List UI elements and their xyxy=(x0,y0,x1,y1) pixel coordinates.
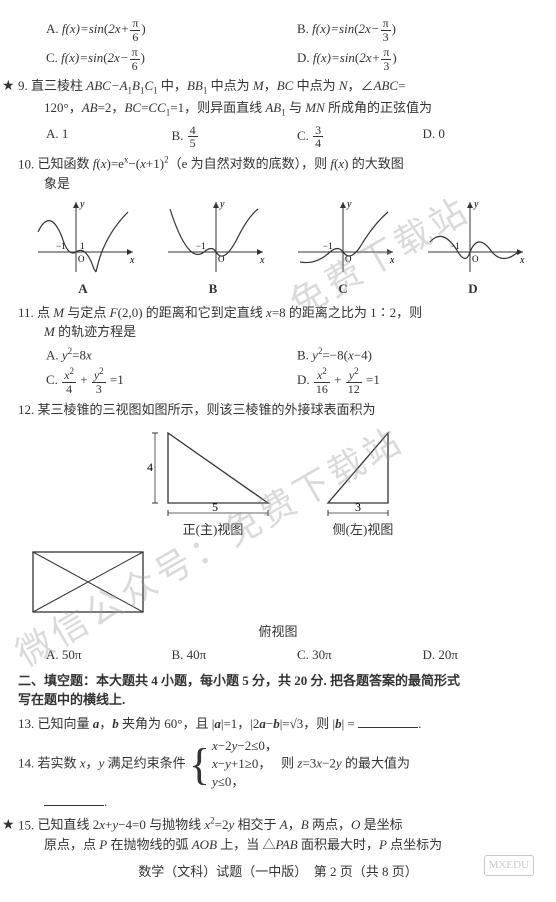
q12-option-b: B. 40π xyxy=(172,645,288,665)
q9-option-a: A. 1 xyxy=(46,124,162,150)
svg-text:−1: −1 xyxy=(196,241,206,251)
q12-side-view: 3 侧(左)视图 xyxy=(313,425,413,540)
q11-text2: M 的轨迹方程是 xyxy=(44,322,538,342)
star-icon: ★ xyxy=(2,815,15,836)
q12: 12. 某三棱锥的三视图如图所示，则该三棱锥的外接球表面积为 xyxy=(18,400,538,420)
q10-num: 10. xyxy=(18,156,34,171)
q14-text-a: 若实数 x，y 满足约束条件 xyxy=(38,755,186,770)
dim-w2: 3 xyxy=(355,500,361,514)
q11: 11. 点 M 与定点 F(2,0) 的距离和它到定直线 x=8 的距离之比为 … xyxy=(18,303,538,396)
svg-text:−1: −1 xyxy=(323,241,333,251)
q9-num: 9. xyxy=(18,78,28,93)
q10-graph-d: x y −1 O D xyxy=(418,197,528,299)
q14-text-b: 则 z=3x−2y 的最大值为 xyxy=(281,755,410,770)
q10-label-d: D xyxy=(418,279,528,299)
sys-line1: x−2y−2≤0， xyxy=(212,738,278,753)
svg-text:x: x xyxy=(389,255,395,266)
star-icon: ★ xyxy=(2,76,15,97)
section2-heading: 二、填空题：本大题共 4 小题，每小题 5 分，共 20 分. 把各题答案的最简… xyxy=(18,671,538,710)
q12-views-row: 4 5 正(主)视图 3 侧(左)视图 xyxy=(18,425,538,540)
q11-num: 11. xyxy=(18,305,34,320)
blank-q13 xyxy=(358,714,418,728)
q11-options-row1: A. y2=8x B. y2=−8(x−4) xyxy=(46,345,538,365)
page-footer: 数学（文科）试题（一中版） 第 2 页（共 8 页） xyxy=(18,862,538,882)
svg-text:x: x xyxy=(129,255,135,266)
q12-option-a: A. 50π xyxy=(46,645,162,665)
dim-h: 4 xyxy=(147,460,153,474)
q9-option-d: D. 0 xyxy=(423,124,539,150)
q8-options-row1: A. f(x)=sin(2x+π6) B. f(x)=sin(2x−π3) xyxy=(46,17,538,43)
q15-text2: 原点，点 P 在抛物线的弧 AOB 上，当 △PAB 面积最大时，P 点坐标为 xyxy=(44,835,538,855)
sys-line3: y≤0， xyxy=(212,774,244,789)
q10-text2: 象是 xyxy=(44,174,538,194)
q9-options: A. 1 B. 45 C. 34 D. 0 xyxy=(46,124,538,150)
q8-options-row2: C. f(x)=sin(2x−π6) D. f(x)=sin(2x+π3) xyxy=(46,46,538,72)
svg-text:x: x xyxy=(259,255,265,266)
svg-text:y: y xyxy=(346,199,352,210)
q15: ★ 15. 已知直线 2x+y−4=0 与抛物线 x2=2y 相交于 A，B 两… xyxy=(18,815,538,854)
q14-system: { x−2y−2≤0， x−y+1≥0， y≤0， xyxy=(189,737,278,792)
q15-text1: 已知直线 2x+y−4=0 与抛物线 x2=2y 相交于 A，B 两点，O 是坐… xyxy=(38,817,403,832)
q12-top-view: 俯视图 xyxy=(18,544,538,642)
q13-num: 13. xyxy=(18,716,34,731)
q11-option-d: D. x216 + y212 =1 xyxy=(297,367,538,395)
q12-side-caption: 侧(左)视图 xyxy=(313,520,413,540)
q10-graph-b: x y −1 O B xyxy=(158,197,268,299)
q10-graph-c: x y −1 O C xyxy=(288,197,398,299)
q10-label-b: B xyxy=(158,279,268,299)
q12-options: A. 50π B. 40π C. 30π D. 20π xyxy=(46,645,538,665)
q14: 14. 若实数 x，y 满足约束条件 { x−2y−2≤0， x−y+1≥0， … xyxy=(18,737,538,811)
q9-option-c: C. 34 xyxy=(297,124,413,150)
sys-line2: x−y+1≥0， xyxy=(212,756,271,771)
q14-blank-line: . xyxy=(44,792,538,812)
svg-text:y: y xyxy=(79,199,85,210)
q8-option-d: D. f(x)=sin(2x+π3) xyxy=(297,46,538,72)
q10-graphs: x y −1 O 1 A x y −1 O B x xyxy=(18,197,538,299)
q12-option-c: C. 30π xyxy=(297,645,413,665)
q11-options-row2: C. x24 + y23 =1 D. x216 + y212 =1 xyxy=(46,367,538,395)
q10-label-a: A xyxy=(28,279,138,299)
blank-q14 xyxy=(44,792,104,806)
q11-text1: 点 M 与定点 F(2,0) 的距离和它到定直线 x=8 的距离之比为 1∶2，… xyxy=(37,305,422,320)
dim-w1: 5 xyxy=(212,500,218,514)
q12-num: 12. xyxy=(18,402,34,417)
q13: 13. 已知向量 a，b 夹角为 60°，且 |a|=1，|2a−b|=√3，则… xyxy=(18,714,538,734)
q8-option-a: A. f(x)=sin(2x+π6) xyxy=(46,17,287,43)
svg-text:y: y xyxy=(219,199,225,210)
q13-text: 已知向量 a，b 夹角为 60°，且 |a|=1，|2a−b|=√3，则 |b|… xyxy=(38,716,359,731)
q11-option-c: C. x24 + y23 =1 xyxy=(46,367,287,395)
svg-text:1: 1 xyxy=(80,241,85,251)
q8-option-b: B. f(x)=sin(2x−π3) xyxy=(297,17,538,43)
q10-text1: 已知函数 f(x)=ex−(x+1)2（e 为自然对数的底数），则 f(x) 的… xyxy=(38,156,404,171)
q14-num: 14. xyxy=(18,755,34,770)
q10: 10. 已知函数 f(x)=ex−(x+1)2（e 为自然对数的底数），则 f(… xyxy=(18,154,538,193)
q12-top-caption: 俯视图 xyxy=(18,622,538,642)
svg-text:y: y xyxy=(473,199,479,210)
q15-num: 15. xyxy=(18,817,34,832)
q8-option-c: C. f(x)=sin(2x−π6) xyxy=(46,46,287,72)
svg-text:O: O xyxy=(78,254,85,264)
q12-front-view: 4 5 正(主)视图 xyxy=(143,425,283,540)
q12-front-caption: 正(主)视图 xyxy=(143,520,283,540)
q12-option-d: D. 20π xyxy=(423,645,539,665)
q9-text1: 直三棱柱 ABC−A1B1C1 中，BB1 中点为 M，BC 中点为 N，∠AB… xyxy=(31,78,405,93)
svg-text:O: O xyxy=(472,254,479,264)
svg-text:x: x xyxy=(519,255,525,266)
q9: ★ 9. 直三棱柱 ABC−A1B1C1 中，BB1 中点为 M，BC 中点为 … xyxy=(18,76,538,149)
q11-option-b: B. y2=−8(x−4) xyxy=(297,345,538,365)
q10-graph-a: x y −1 O 1 A xyxy=(28,197,138,299)
q9-option-b: B. 45 xyxy=(172,124,288,150)
q11-option-a: A. y2=8x xyxy=(46,345,287,365)
q12-text: 某三棱锥的三视图如图所示，则该三棱锥的外接球表面积为 xyxy=(38,402,376,417)
watermark-logo: MXEDU xyxy=(484,855,534,876)
q10-label-c: C xyxy=(288,279,398,299)
q9-text2: 120°，AB=2，BC=CC1=1，则异面直线 AB1 与 MN 所成角的正弦… xyxy=(44,98,538,120)
